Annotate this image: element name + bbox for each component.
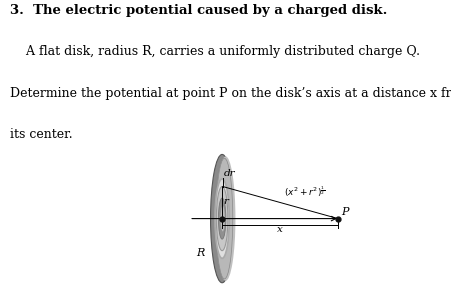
Text: $(x^2+r^2)^{\frac{1}{2}}$: $(x^2+r^2)^{\frac{1}{2}}$ [283,185,325,199]
Text: P: P [341,207,348,217]
Ellipse shape [215,179,229,258]
Text: r: r [223,197,228,206]
Ellipse shape [216,187,227,251]
Ellipse shape [220,206,224,231]
Text: Determine the potential at point P on the disk’s axis at a distance x from: Determine the potential at point P on th… [10,86,451,99]
Text: R: R [196,248,205,258]
Ellipse shape [210,154,233,283]
Text: dr: dr [223,169,235,178]
Text: x: x [276,225,282,234]
Ellipse shape [218,198,226,239]
Text: A flat disk, radius R, carries a uniformly distributed charge Q.: A flat disk, radius R, carries a uniform… [18,45,419,58]
Ellipse shape [216,158,232,279]
Text: 3.  The electric potential caused by a charged disk.: 3. The electric potential caused by a ch… [10,4,387,17]
Ellipse shape [215,156,235,281]
Text: its center.: its center. [10,128,73,141]
